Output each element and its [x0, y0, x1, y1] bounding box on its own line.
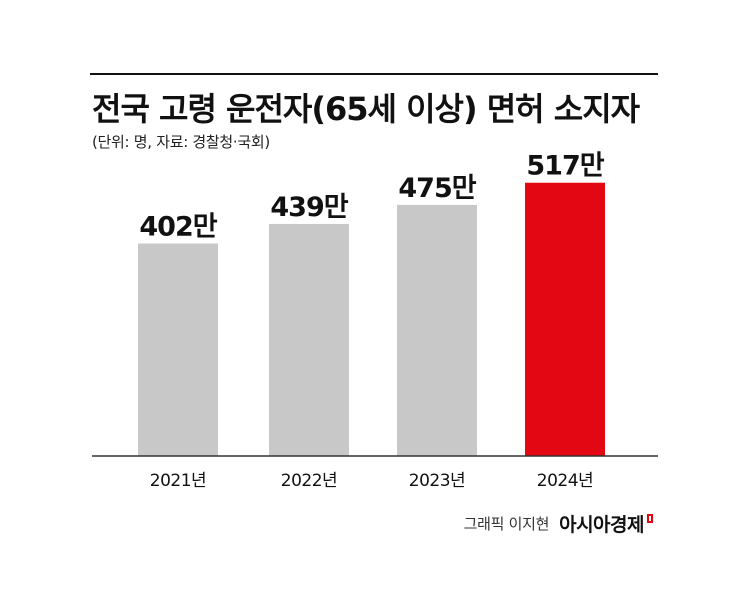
bars-group: 402만 439만 475만 517만	[138, 151, 606, 456]
x-tick-label: 2021년	[150, 471, 206, 491]
x-tick-label: 2024년	[537, 471, 593, 491]
bar-2024년	[525, 182, 605, 456]
top-rule	[90, 73, 658, 75]
brand-mark-icon	[647, 514, 653, 523]
chart-subtitle: (단위: 명, 자료: 경찰청·국회)	[92, 133, 270, 151]
bar-value-label: 517만	[526, 151, 604, 182]
bar-value-label: 439만	[270, 192, 348, 223]
credit-area: 그래픽 이지현 아시아경제	[464, 510, 653, 537]
brand-logo: 아시아경제	[559, 514, 644, 536]
bar-value-label: 475만	[398, 173, 476, 204]
bar-2021년	[138, 243, 218, 456]
chart-title: 전국 고령 운전자(65세 이상) 면허 소지자	[92, 90, 640, 128]
bar-value-label: 402만	[139, 212, 217, 243]
graphic-credit: 그래픽 이지현	[463, 515, 550, 533]
x-tick-label: 2023년	[409, 471, 465, 491]
x-tick-label: 2022년	[281, 471, 337, 491]
x-tick-labels: 2021년 2022년 2023년 2024년	[150, 471, 594, 491]
bar-2022년	[269, 223, 349, 456]
bar-2023년	[397, 204, 477, 456]
